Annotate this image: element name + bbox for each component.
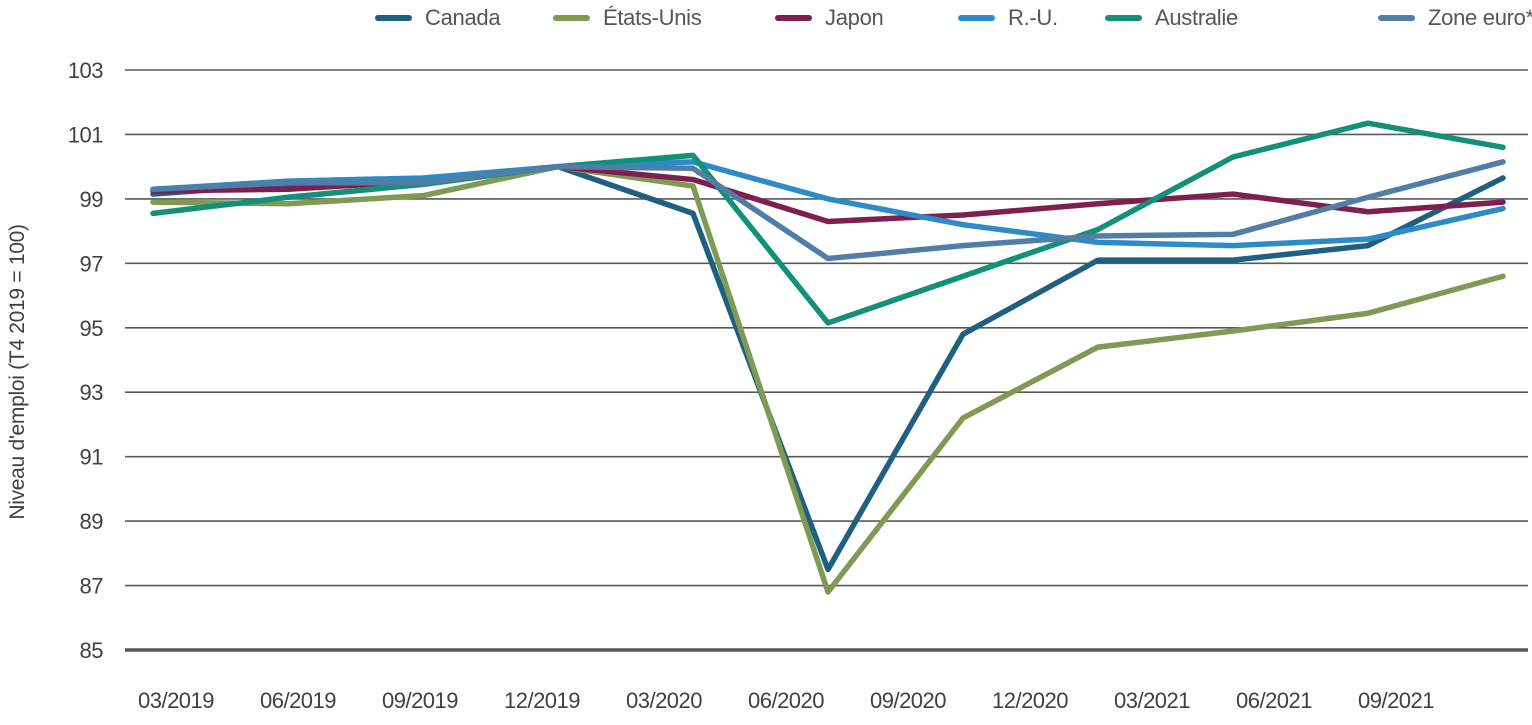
y-tick-label: 85 [80, 638, 104, 663]
series-lines-group [150, 120, 1506, 595]
x-tick-label: 06/2020 [748, 688, 824, 713]
legend-label: Japon [825, 5, 884, 30]
legend-line-swatch [775, 15, 812, 21]
y-tick-labels-group: 85 87 89 91 93 95 97 99 101 103 [68, 58, 104, 663]
y-tick-label: 97 [80, 251, 104, 276]
legend-item: Japon [775, 4, 884, 32]
y-tick-label: 89 [80, 509, 104, 534]
x-tick-label: 03/2019 [138, 688, 214, 713]
legend-item: États-Unis [553, 4, 702, 32]
legend-label: Canada [425, 5, 501, 30]
legend-label: Zone euro* [1428, 5, 1532, 30]
x-tick-label: 09/2019 [382, 688, 458, 713]
legend-item: Australie [1105, 4, 1238, 32]
series-line--tats-unis [150, 163, 1506, 595]
x-tick-labels-group: 03/2019 06/2019 09/2019 12/2019 03/2020 06/20… [138, 688, 1435, 713]
series-line-australie [150, 120, 1506, 326]
legend-label: R.-U. [1008, 5, 1058, 30]
x-tick-label: 09/2020 [870, 688, 946, 713]
series-line-zone-euro- [150, 159, 1506, 262]
series-line-r-u- [150, 159, 1506, 249]
gridlines-group [125, 69, 1528, 652]
legend-label: États-Unis [603, 5, 702, 30]
y-tick-label: 91 [80, 445, 104, 470]
x-tick-label: 06/2021 [1236, 688, 1312, 713]
y-tick-label: 87 [80, 574, 104, 599]
x-tick-label: 12/2020 [992, 688, 1068, 713]
legend-item: R.-U. [958, 4, 1058, 32]
x-tick-label: 09/2021 [1358, 688, 1434, 713]
y-tick-label: 99 [80, 187, 104, 212]
x-tick-label: 12/2019 [504, 688, 580, 713]
legend-line-swatch [958, 15, 995, 21]
legend-item: Zone euro* [1378, 4, 1532, 32]
legend-label: Australie [1155, 5, 1238, 30]
legend-line-swatch [375, 15, 412, 21]
legend-line-swatch [1378, 15, 1415, 21]
legend-line-swatch [553, 15, 590, 21]
x-tick-label: 06/2019 [260, 688, 336, 713]
y-tick-label: 95 [80, 316, 104, 341]
y-tick-label: 93 [80, 380, 104, 405]
chart-legend: Canada États-Unis Japon R.-U. Australie … [0, 4, 1532, 32]
series-line-canada [150, 163, 1506, 573]
legend-item: Canada [375, 4, 501, 32]
legend-line-swatch [1105, 15, 1142, 21]
x-tick-label: 03/2020 [626, 688, 702, 713]
y-tick-label: 103 [68, 58, 103, 83]
y-tick-label: 101 [68, 122, 103, 147]
y-axis-title: Niveau d'emploi (T4 2019 = 100) [6, 224, 29, 520]
x-tick-label: 03/2021 [1114, 688, 1190, 713]
